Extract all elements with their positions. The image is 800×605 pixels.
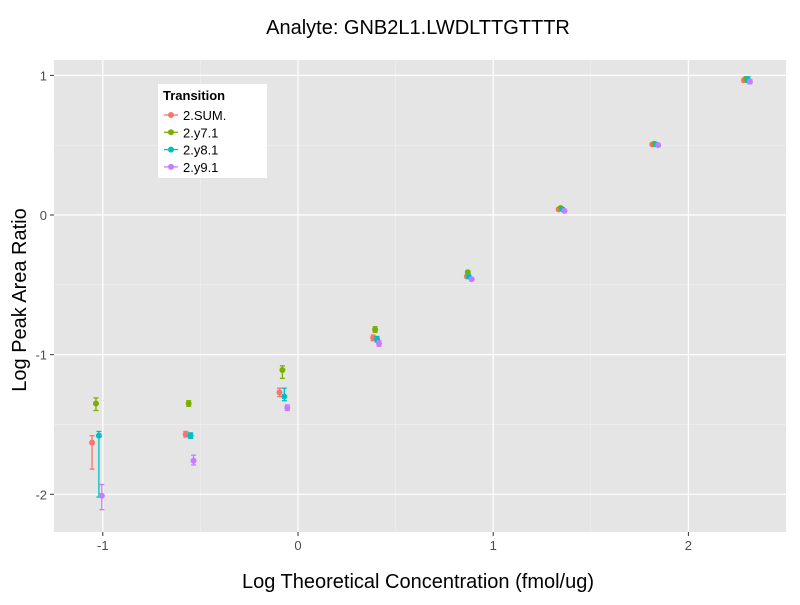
data-point	[284, 404, 291, 411]
legend-title: Transition	[163, 88, 225, 103]
legend-label: 2.y9.1	[183, 160, 218, 175]
data-point	[185, 400, 192, 407]
data-point	[279, 367, 286, 374]
y-tick-label: -1	[35, 348, 47, 363]
y-tick-label: -2	[35, 487, 47, 502]
legend-label: 2.y8.1	[183, 143, 218, 158]
data-point	[561, 207, 568, 214]
legend-item: 2.y7.1	[164, 125, 218, 140]
data-point	[89, 439, 96, 446]
data-point	[655, 142, 662, 149]
data-point	[746, 78, 753, 85]
data-points	[89, 75, 753, 511]
legend-key-point	[168, 112, 174, 118]
legend-key-point	[168, 146, 174, 153]
data-point	[190, 457, 197, 464]
data-point	[281, 393, 288, 400]
y-tick-label: 0	[40, 208, 47, 223]
y-tick-label: 1	[40, 68, 47, 83]
data-point	[92, 400, 99, 407]
x-axis-title: Log Theoretical Concentration (fmol/ug)	[242, 571, 594, 593]
data-point	[372, 326, 379, 333]
data-point	[98, 492, 105, 499]
legend-item: 2.y8.1	[164, 143, 218, 158]
y-axis-title: Log Peak Area Ratio	[9, 208, 31, 391]
x-tick-label: 0	[294, 538, 301, 553]
legend: Transition 2.SUM. 2.y7.1 2.y8.1 2.y9.1	[158, 84, 267, 178]
legend-key-point	[168, 163, 174, 170]
data-point	[276, 389, 283, 396]
data-point	[376, 340, 383, 347]
legend-box	[158, 84, 267, 178]
axes: -1 0 1 2 -2 -1 0 1	[35, 68, 692, 553]
data-point	[182, 431, 189, 438]
x-tick-label: 2	[685, 538, 692, 553]
data-point	[468, 276, 475, 283]
legend-label: 2.y7.1	[183, 125, 218, 140]
legend-item: 2.SUM.	[164, 108, 226, 123]
data-point	[95, 432, 102, 439]
legend-item: 2.y9.1	[164, 160, 218, 175]
chart-title: Analyte: GNB2L1.LWDLTTGTTTR	[266, 17, 570, 39]
series-2-y9-1	[98, 78, 753, 511]
legend-key-point	[168, 129, 174, 136]
x-tick-label: 1	[490, 538, 497, 553]
legend-label: 2.SUM.	[183, 108, 226, 123]
x-tick-label: -1	[97, 538, 109, 553]
data-point	[187, 432, 194, 439]
